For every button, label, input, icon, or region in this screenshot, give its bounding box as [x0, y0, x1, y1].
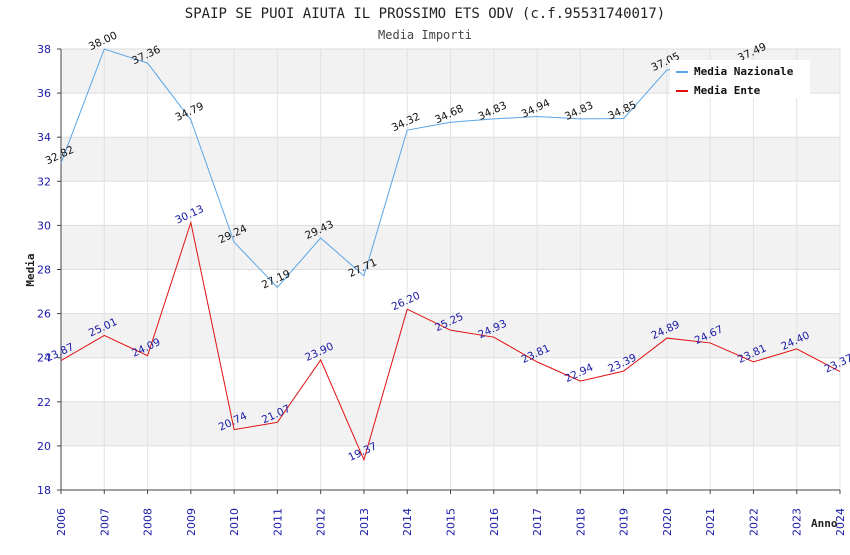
x-tick-label: 2007 [98, 508, 111, 536]
y-tick-label: 38 [37, 43, 51, 56]
legend-label-ente: Media Ente [694, 84, 761, 97]
x-tick-label: 2017 [531, 508, 544, 536]
series-line-nazionale [60, 48, 754, 289]
x-tick-label: 2013 [358, 508, 371, 536]
x-axis-label: Anno [811, 517, 838, 530]
legend-label-nazionale: Media Nazionale [694, 65, 794, 78]
y-tick-label: 26 [37, 308, 51, 321]
y-axis-label: Media [24, 253, 37, 286]
x-tick-label: 2010 [228, 508, 241, 536]
x-tick-label: 2014 [401, 508, 414, 536]
y-tick-label: 22 [37, 396, 51, 409]
y-tick-label: 36 [37, 87, 51, 100]
x-tick-label: 2021 [704, 508, 717, 536]
x-tick-label: 2022 [747, 508, 760, 536]
y-tick-labels: 18 20 22 24 26 28 30 32 34 36 38 [37, 43, 51, 497]
x-tick-label: 2009 [185, 508, 198, 536]
x-tick-label: 2016 [488, 508, 501, 536]
x-tick-label: 2008 [142, 508, 155, 536]
x-tick-label: 2023 [791, 508, 804, 536]
y-tick-label: 20 [37, 440, 51, 453]
x-tick-label: 2012 [315, 508, 328, 536]
x-tick-labels: 2006 2007 2008 2009 2010 2011 2012 2013 2014 2015… [55, 508, 847, 536]
x-tick-label: 2018 [574, 508, 587, 536]
x-tick-label: 2019 [618, 508, 631, 536]
y-tick-label: 18 [37, 484, 51, 497]
x-tick-label: 2020 [661, 508, 674, 536]
x-tick-label: 2011 [271, 508, 284, 536]
chart-subtitle: Media Importi [378, 28, 472, 42]
axes [57, 48, 841, 494]
y-tick-label: 24 [37, 352, 51, 365]
series-line-ente [60, 220, 841, 462]
y-tick-label: 28 [37, 264, 51, 277]
y-tick-label: 30 [37, 219, 51, 232]
y-tick-label: 34 [37, 131, 51, 144]
legend: Media Nazionale Media Ente [670, 60, 810, 98]
x-tick-label: 2024 [834, 508, 847, 536]
x-tick-label: 2006 [55, 508, 68, 536]
x-tick-label: 2015 [445, 508, 458, 536]
legend-box [670, 60, 810, 98]
chart-title: SPAIP SE PUOI AIUTA IL PROSSIMO ETS ODV … [185, 6, 665, 22]
y-tick-label: 32 [37, 175, 51, 188]
series-lines [60, 48, 841, 462]
